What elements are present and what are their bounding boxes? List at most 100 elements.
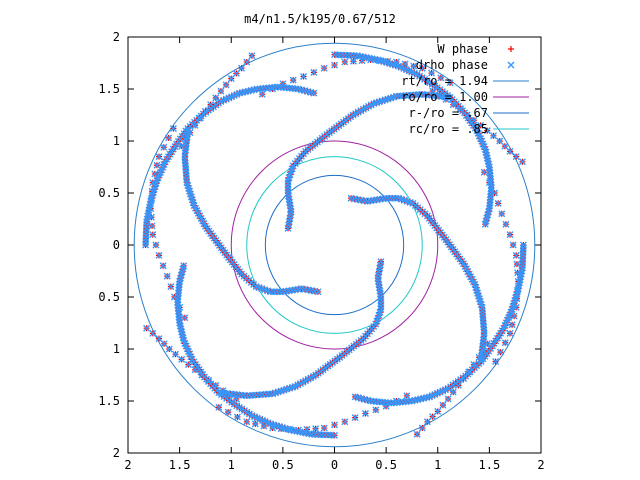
drho-phase-point [429, 87, 437, 95]
drho-phase-point [169, 125, 177, 133]
y-tick-label: 0 [113, 238, 120, 252]
drho-phase-point [201, 107, 209, 115]
drho-phase-point [518, 158, 526, 166]
x-tick-label: 2 [124, 458, 131, 472]
drho-phase-point [418, 64, 426, 72]
drho-phase-point [147, 205, 155, 213]
chart-title: m4/n1.5/k195/0.67/512 [244, 12, 396, 26]
drho-phase-point [501, 339, 509, 347]
legend-label: ro/ro = 1.00 [401, 90, 488, 104]
drho-phase-point [160, 143, 168, 151]
drho-phase-point [494, 199, 502, 207]
drho-phase-point [508, 321, 516, 329]
drho-phase-point [181, 314, 189, 322]
drho-phase-point [205, 376, 213, 384]
drho-phase-point [320, 424, 328, 432]
series-drho-phase [142, 51, 527, 439]
drho-phase-point [434, 407, 442, 415]
y-tick-label: 2 [113, 30, 120, 44]
x-tick-label: 1.5 [479, 458, 501, 472]
drho-phase-point [143, 324, 151, 332]
y-tick-label: 0.5 [98, 186, 120, 200]
legend-label: W phase [437, 42, 488, 56]
drho-phase-point [512, 251, 520, 259]
drho-phase-point [392, 397, 400, 405]
drho-phase-point [149, 231, 157, 239]
drho-phase-point [170, 293, 178, 301]
drho-phase-point [460, 375, 468, 383]
drho-phase-point [444, 395, 452, 403]
drho-phase-point [513, 295, 521, 303]
drho-phase-point [498, 210, 506, 218]
drho-phase-point [449, 101, 457, 109]
drho-phase-point [232, 69, 240, 77]
axes: 2 1.5 1 0.5 0 0.5 1 1.5 221.510.500.511.52 [98, 30, 544, 472]
drho-phase-point [392, 58, 400, 66]
drho-phase-point [502, 220, 510, 228]
drho-phase-point [480, 168, 488, 176]
y-tick-label: 1.5 [98, 82, 120, 96]
drho-phase-point [222, 81, 230, 89]
legend: W phase drho phase rt/ro = 1.94 ro/ro = 1.0… [401, 42, 529, 136]
drho-phase-point [456, 106, 464, 114]
drho-phase-point [341, 418, 349, 426]
drho-phase-point [155, 153, 163, 161]
drho-phase-point [501, 142, 509, 150]
drho-phase-point [372, 406, 380, 414]
drho-phase-point [277, 425, 285, 433]
drho-phase-point [470, 361, 478, 369]
drho-phase-point [358, 57, 366, 65]
circle-r [264, 174, 405, 316]
drho-phase-point [477, 121, 485, 129]
drho-phase-point [514, 277, 522, 285]
drho-phase-point [172, 350, 179, 358]
drho-phase-point [331, 421, 338, 429]
drho-phase-point [148, 187, 156, 195]
x-tick-label: 1 [228, 458, 235, 472]
drho-phase-point [300, 73, 308, 81]
drho-phase-point [212, 381, 220, 389]
drho-phase-point [439, 401, 447, 409]
drho-phase-point [233, 413, 241, 421]
y-tick-label: 1 [113, 134, 120, 148]
drho-phase-point [232, 395, 240, 403]
drho-phase-point [479, 347, 487, 355]
drho-phase-point [481, 220, 489, 228]
drho-phase-point [153, 161, 161, 169]
drho-phase-point [375, 57, 383, 65]
drho-phase-point [310, 68, 318, 76]
drho-phase-point [215, 403, 223, 411]
y-tick-label: 1.5 [98, 394, 120, 408]
drho-phase-point [155, 251, 163, 259]
drho-phase-point [423, 418, 431, 426]
legend-label: rc/ro = .85 [409, 122, 488, 136]
drho-phase-point [512, 303, 520, 311]
drho-phase-point [148, 222, 156, 230]
legend-cross-marker [507, 61, 515, 69]
drho-phase-point [470, 116, 478, 124]
drho-phase-point [294, 426, 302, 434]
drho-phase-point [349, 57, 357, 65]
phase-points [142, 51, 527, 439]
drho-phase-point [191, 366, 199, 374]
drho-phase-point [243, 58, 251, 66]
drho-phase-point [165, 134, 173, 142]
drho-phase-point [207, 101, 215, 109]
drho-phase-point [176, 303, 184, 311]
drho-phase-point [160, 340, 168, 348]
x-tick-label: 0.5 [272, 458, 294, 472]
drho-phase-point [196, 114, 204, 122]
drho-phase-point [442, 95, 450, 103]
y-tick-label: 1 [113, 342, 120, 356]
drho-phase-point [491, 189, 499, 197]
drho-phase-point [303, 425, 311, 433]
drho-phase-point [238, 64, 246, 72]
circle-rt [133, 42, 536, 448]
drho-phase-point [191, 121, 199, 129]
drho-phase-point [351, 414, 359, 422]
drho-phase-point [331, 61, 338, 69]
drho-phase-point [429, 413, 437, 421]
drho-phase-point [155, 335, 163, 343]
drho-phase-point [227, 75, 235, 83]
